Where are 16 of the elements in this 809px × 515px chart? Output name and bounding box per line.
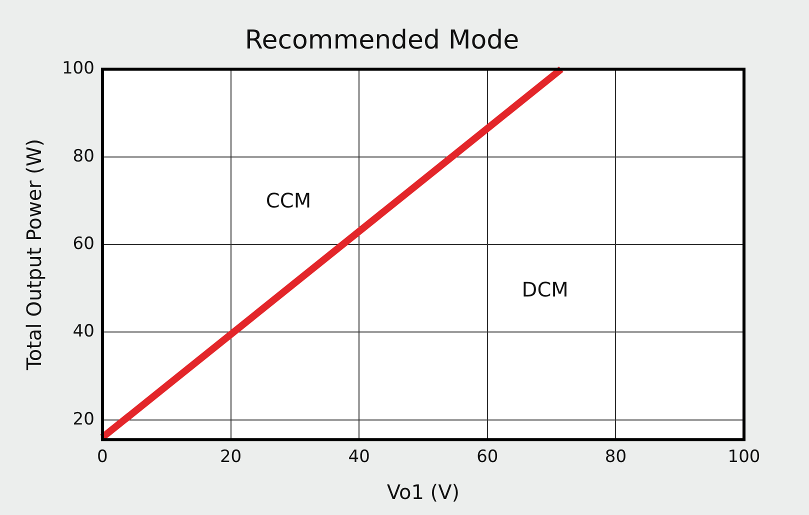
x-tick-label: 100 [728,447,760,468]
x-tick-label: 80 [604,447,627,468]
y-tick-label: 60 [72,234,94,254]
chart-title: Recommended Mode [244,25,520,56]
x-tick-label: 20 [220,447,242,468]
x-tick-label: 60 [476,447,498,468]
x-tick-label: 40 [348,447,370,468]
y-tick-label: 20 [72,409,94,430]
y-axis-title: Total Output Power (W) [22,138,46,371]
y-tick-label: 100 [62,58,94,79]
x-axis-title: Vo1 (V) [386,480,460,504]
annotation: DCM [522,278,568,302]
annotation: CCM [266,188,312,213]
y-tick-label: 40 [72,322,94,342]
y-tick-label: 80 [72,146,94,166]
x-tick-label: 0 [97,447,108,468]
